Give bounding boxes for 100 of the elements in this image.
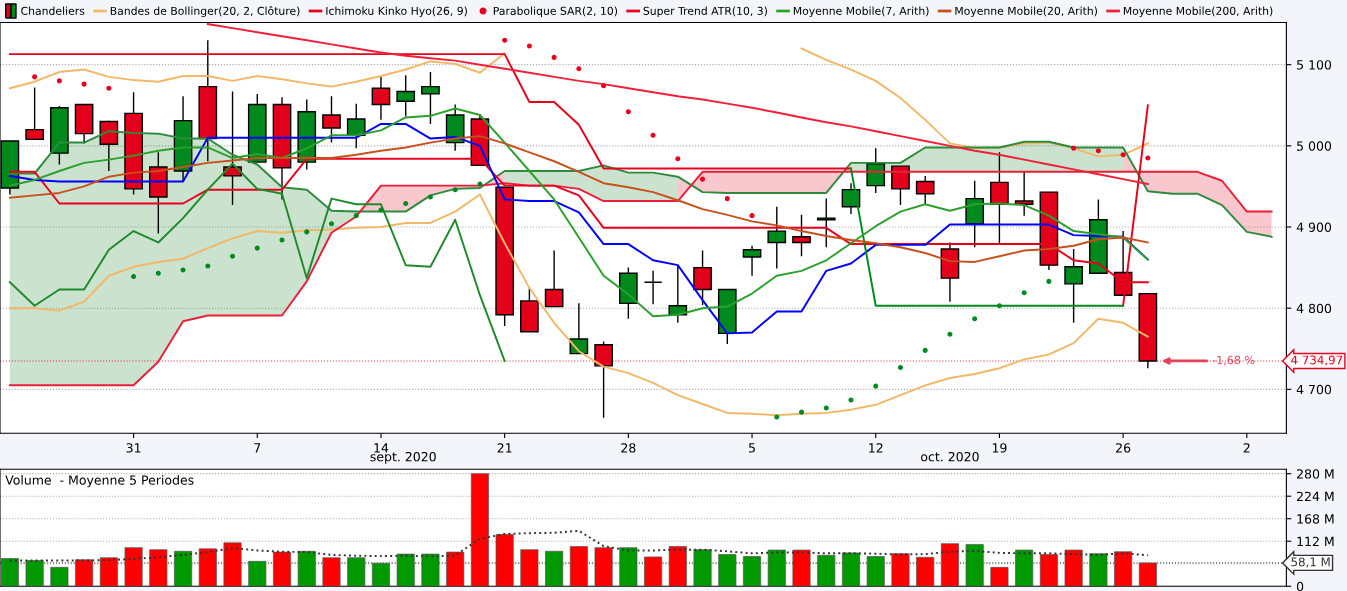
bar bbox=[594, 547, 613, 587]
legend-label: Parabolique SAR(2, 10) bbox=[493, 6, 618, 18]
x-tick-label: 2 bbox=[1243, 443, 1250, 453]
y-tick-label: 0 bbox=[1296, 581, 1304, 591]
line-series bbox=[8, 135, 1149, 263]
bar bbox=[792, 549, 811, 587]
bar bbox=[495, 534, 514, 587]
bar bbox=[322, 557, 341, 587]
bar bbox=[767, 549, 786, 587]
bar bbox=[817, 554, 836, 587]
bar bbox=[644, 556, 663, 587]
legend-label: Bandes de Bollinger(20, 2, Clôture) bbox=[110, 6, 300, 18]
x-tick-label: 7 bbox=[254, 443, 261, 453]
x-tick-label: 12 bbox=[869, 443, 883, 453]
y-tick-label: 224 M bbox=[1297, 491, 1334, 501]
bar bbox=[50, 567, 69, 587]
bar bbox=[668, 546, 687, 587]
bar bbox=[297, 550, 316, 587]
bar bbox=[99, 557, 118, 587]
bar bbox=[124, 547, 143, 587]
y-tick-label: 4 700 bbox=[1296, 384, 1332, 395]
bar bbox=[248, 560, 267, 587]
candlestick bbox=[396, 74, 416, 118]
y-tick-label: 280 M bbox=[1297, 469, 1334, 479]
legend-label: Moyenne Mobile(20, Arith) bbox=[955, 6, 1097, 18]
bar bbox=[916, 556, 935, 587]
bar bbox=[990, 567, 1009, 587]
ref-line-label: 58,1 M bbox=[1291, 557, 1330, 568]
bar bbox=[446, 551, 465, 587]
bar bbox=[25, 560, 44, 587]
candlestick bbox=[891, 165, 910, 206]
candlestick bbox=[25, 86, 44, 141]
bar bbox=[965, 544, 984, 587]
x-tick-label: 14 bbox=[374, 443, 389, 453]
candlestick bbox=[594, 340, 613, 419]
bar bbox=[545, 550, 564, 587]
line-series bbox=[8, 162, 506, 362]
bar bbox=[0, 558, 19, 587]
bar bbox=[273, 551, 292, 587]
bar bbox=[75, 559, 94, 587]
text: oct. 2020 bbox=[921, 451, 979, 462]
x-tick-label: 5 bbox=[749, 443, 755, 453]
bar bbox=[569, 546, 588, 587]
y-tick-label: 4 900 bbox=[1296, 222, 1332, 232]
legend-label: Ichimoku Kinko Hyo(26, 9) bbox=[326, 6, 467, 18]
line-series bbox=[8, 130, 1273, 238]
y-tick-label: 168 M bbox=[1297, 514, 1334, 524]
y-tick-label: 4 800 bbox=[1296, 303, 1332, 314]
candlestick bbox=[421, 71, 440, 125]
bar bbox=[718, 554, 737, 587]
bar bbox=[619, 547, 638, 587]
bar bbox=[1089, 553, 1108, 587]
bar bbox=[198, 548, 217, 587]
y-tick-label: 5 000 bbox=[1297, 141, 1332, 151]
bar bbox=[470, 473, 489, 587]
bar bbox=[1015, 549, 1034, 587]
bar bbox=[1114, 551, 1133, 587]
x-tick-label: 19 bbox=[992, 443, 1007, 453]
bar bbox=[421, 553, 440, 587]
x-tick-label: 21 bbox=[497, 443, 512, 453]
candlestick bbox=[693, 249, 712, 306]
bar bbox=[841, 552, 860, 587]
legend-label: Moyenne Mobile(200, Arith) bbox=[1123, 6, 1273, 18]
bar bbox=[520, 549, 539, 587]
bar bbox=[1138, 562, 1157, 587]
bar bbox=[1039, 554, 1058, 587]
bar bbox=[174, 550, 193, 587]
candlestick bbox=[792, 214, 811, 257]
y-tick-label: 5 100 bbox=[1297, 60, 1332, 70]
bar bbox=[866, 556, 885, 587]
y-tick-label: 112 M bbox=[1297, 536, 1334, 546]
bar bbox=[223, 542, 242, 587]
candlestick bbox=[742, 244, 762, 277]
bar bbox=[693, 549, 712, 587]
x-tick-label: 26 bbox=[1116, 443, 1131, 453]
bar bbox=[940, 543, 959, 587]
bar bbox=[371, 563, 390, 587]
candlestick bbox=[767, 206, 787, 270]
candlestick bbox=[915, 175, 935, 206]
candlestick bbox=[99, 119, 119, 172]
bar bbox=[1064, 549, 1083, 587]
candlestick bbox=[816, 197, 836, 249]
x-tick-label: 28 bbox=[621, 443, 636, 453]
bar bbox=[347, 557, 366, 587]
bar bbox=[743, 556, 762, 587]
bar bbox=[396, 553, 415, 587]
ref-line-label: 4 734,97 bbox=[1291, 355, 1343, 366]
chart-title: Volume - Moyenne 5 Periodes bbox=[5, 475, 194, 488]
bar bbox=[149, 549, 168, 587]
legend-label: Chandeliers bbox=[21, 6, 85, 15]
legend-label: Moyenne Mobile(7, Arith) bbox=[793, 6, 929, 18]
legend-label: Super Trend ATR(10, 3) bbox=[643, 6, 767, 18]
candlestick bbox=[346, 102, 366, 149]
candlestick bbox=[1014, 171, 1034, 217]
candlestick bbox=[643, 270, 663, 305]
candlestick bbox=[371, 75, 391, 121]
annotation: -1,68 % bbox=[1212, 355, 1255, 366]
candlestick bbox=[322, 95, 341, 144]
text: sept. 2020 bbox=[370, 451, 436, 464]
bar bbox=[891, 553, 910, 587]
